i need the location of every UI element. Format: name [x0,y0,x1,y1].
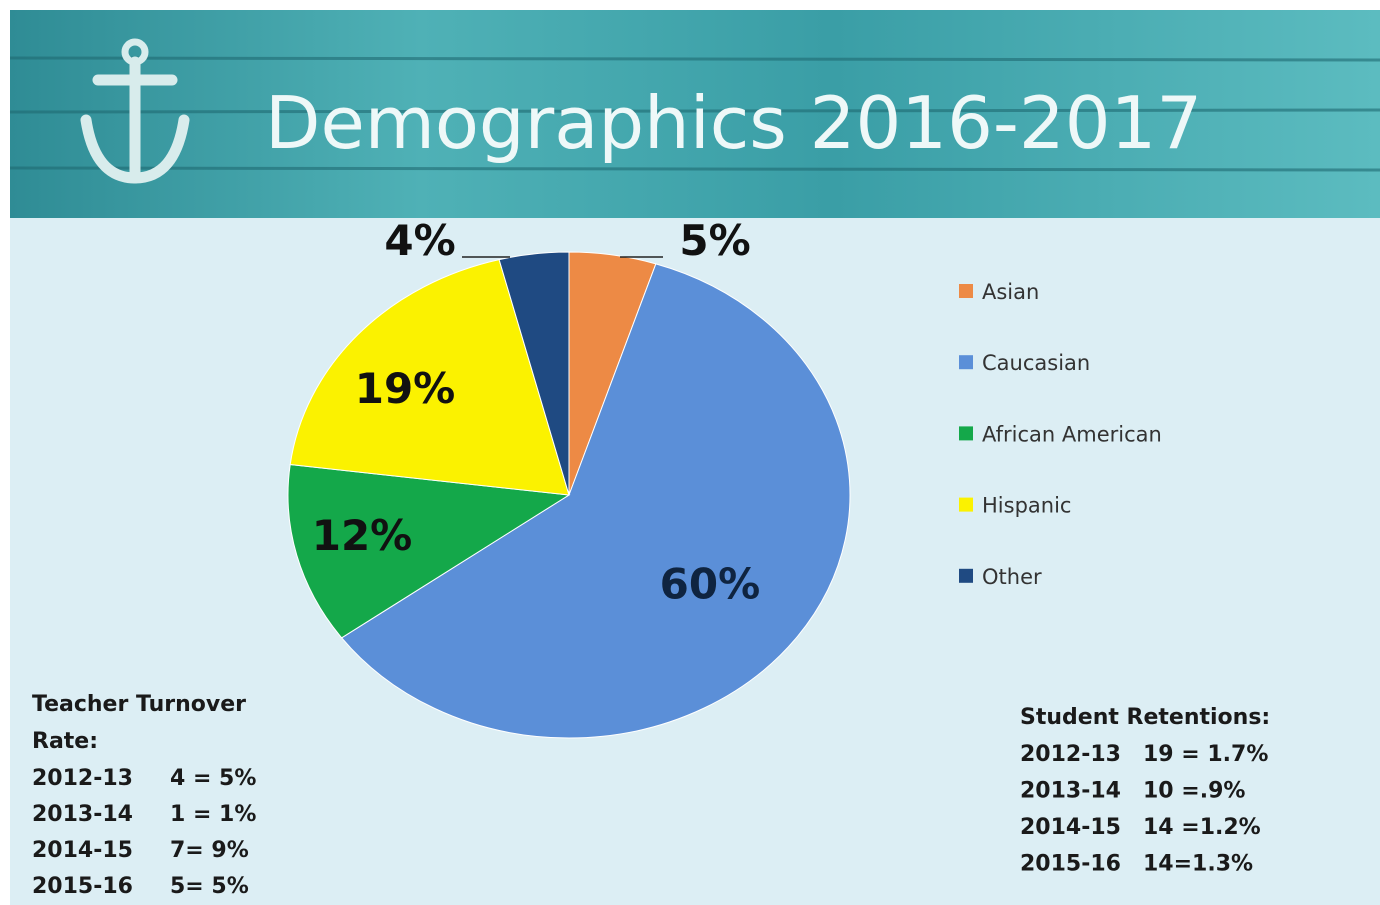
data-label: 5% [679,216,750,265]
plank-lines [9,56,1380,172]
note-year: 2015-16 [1020,852,1121,877]
note-value: 4 = 5% [170,766,256,791]
data-label: 19% [355,364,456,413]
legend: Asian Caucasian African American Hispanic Ot… [959,280,1162,589]
note-year: 2014-15 [32,838,133,863]
note-year: 2012-13 [32,766,133,791]
pie-slice [340,263,851,739]
note-title: Teacher Turnover Rate: [32,692,246,754]
legend-label: African American [982,422,1162,446]
note-title-line: Rate: [32,729,98,754]
pie-slice [287,463,571,639]
data-label: 4% [384,216,455,265]
legend-label: Caucasian [982,351,1090,375]
legend-label: Hispanic [982,494,1071,518]
note-value: 14=1.3% [1143,852,1253,877]
pie: 5% 60% 12% 19% 4% [287,216,851,739]
note-title-line: Teacher Turnover [32,692,246,717]
legend-swatch [959,568,973,583]
legend-swatch [959,497,973,512]
note-value: 19 = 1.7% [1143,742,1268,767]
data-label: 60% [660,560,761,609]
header-band [10,10,1380,218]
note-year: 2012-13 [1020,742,1121,767]
legend-swatch [959,284,973,298]
legend-label: Other [982,565,1042,589]
note-value: 1 = 1% [170,802,256,827]
legend-swatch [959,355,973,370]
note-year: 2013-14 [32,802,133,827]
note-year: 2014-15 [1020,815,1121,840]
notes: Teacher Turnover Rate: 2012-13 4 = 5% 2013-1… [32,692,1270,899]
pie-slice [289,259,570,496]
chart-title: Demographics 2016-2017 [265,81,1202,165]
anchor-icon [80,38,190,184]
note-value: 5= 5% [170,874,249,899]
legend-label: Asian [982,280,1039,304]
note-year: 2013-14 [1020,779,1121,804]
note-value: 7= 9% [170,838,249,863]
note-value: 14 =1.2% [1143,815,1261,840]
data-label: 12% [312,511,413,560]
note-value: 10 =.9% [1143,779,1245,804]
pie-slice [498,251,570,496]
note-year: 2015-16 [32,874,133,899]
note-title: Student Retentions: [1020,705,1270,730]
legend-swatch [959,426,973,441]
